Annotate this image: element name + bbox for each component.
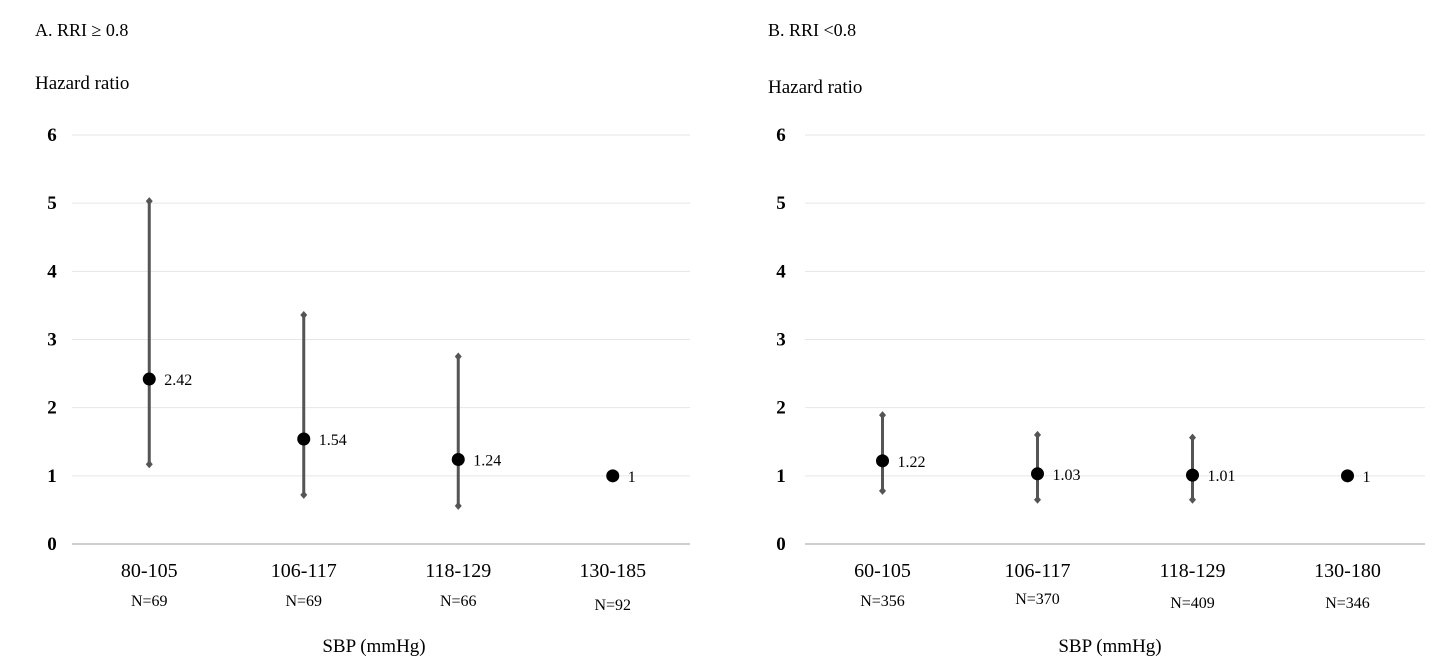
x-tick-label: 130-180	[1314, 560, 1381, 582]
data-point	[297, 432, 311, 446]
data-label: 1	[628, 469, 636, 486]
y-tick-label: 4	[776, 261, 786, 282]
y-axis-label: Hazard ratio	[768, 77, 863, 98]
x-axis-label: SBP (mmHg)	[1058, 636, 1162, 657]
y-tick-label: 3	[47, 330, 57, 351]
chart-plot-area: 012345660-105N=3561.22106-117N=3701.0311…	[776, 125, 1425, 612]
error-bar-cap	[1189, 433, 1196, 442]
data-point	[1031, 467, 1044, 481]
x-tick-label: 118-129	[425, 560, 491, 582]
data-point	[606, 469, 620, 483]
chart-panel-b: B. RRI <0.8 Hazard ratio 0 1 2 3 4 5 6 60-105 N=…	[730, 0, 1455, 668]
x-tick-label: 130-185	[579, 560, 646, 582]
data-label: 1.24	[473, 452, 501, 469]
error-bar-cap	[145, 460, 153, 469]
error-bar-cap	[454, 352, 462, 361]
sample-size-label: N=346	[1325, 595, 1370, 612]
y-tick-label: 2	[776, 398, 786, 419]
x-tick-label: 106-117	[271, 560, 337, 582]
data-point	[876, 454, 889, 468]
data-label: 1.01	[1208, 468, 1236, 485]
error-bar-cap	[879, 411, 886, 420]
error-bar-cap	[145, 197, 153, 206]
sample-size-label: N=370	[1015, 591, 1060, 608]
sample-size-label: N=69	[285, 593, 322, 610]
data-point	[142, 372, 156, 386]
data-label: 1.22	[898, 454, 926, 471]
data-label: 1.54	[319, 432, 347, 449]
data-label: 1.03	[1053, 467, 1081, 484]
y-tick-label: 0	[47, 534, 57, 555]
x-tick-label: 106-117	[1005, 560, 1071, 582]
y-tick-label: 6	[776, 125, 786, 146]
y-tick-label: 4	[47, 261, 57, 282]
sample-size-label: N=409	[1170, 595, 1215, 612]
error-bar-cap	[1189, 495, 1196, 504]
error-bar-cap	[879, 486, 886, 495]
data-point	[1341, 469, 1354, 483]
sample-size-label: N=92	[594, 597, 631, 614]
y-tick-label: 3	[776, 330, 786, 351]
error-bar-cap	[1034, 495, 1041, 504]
sample-size-label: N=69	[131, 593, 168, 610]
y-tick-label: 1	[47, 466, 57, 487]
data-label: 1	[1363, 469, 1371, 486]
y-axis-label: Hazard ratio	[35, 73, 130, 94]
sample-size-label: N=356	[860, 593, 905, 610]
sample-size-label: N=66	[440, 593, 477, 610]
data-point	[451, 452, 465, 466]
data-label: 2.42	[164, 372, 192, 389]
y-tick-label: 0	[776, 534, 786, 555]
data-point	[1186, 468, 1199, 482]
error-bar-cap	[1034, 430, 1041, 439]
y-tick-label: 1	[776, 466, 786, 487]
chart-panel-a: A. RRI ≥ 0.8 Hazard ratio 0 1 2 3 4 5 6 80-105 N…	[35, 20, 690, 657]
chart-title: A. RRI ≥ 0.8	[35, 20, 129, 40]
y-tick-label: 6	[47, 125, 57, 146]
x-axis-label: SBP (mmHg)	[322, 636, 426, 657]
y-tick-label: 5	[47, 193, 57, 214]
y-tick-label: 5	[776, 193, 786, 214]
chart-plot-area: 0 1 2 3 4 5 6 80-105 N=69 2.42 106-117 N=69 1.54 118-…	[47, 125, 690, 614]
error-bar-cap	[454, 501, 462, 510]
error-bar-cap	[300, 490, 308, 499]
error-bar-cap	[300, 310, 308, 319]
x-tick-label: 60-105	[854, 560, 911, 582]
x-tick-label: 118-129	[1160, 560, 1226, 582]
y-tick-label: 2	[47, 398, 57, 419]
x-tick-label: 80-105	[121, 560, 178, 582]
chart-title: B. RRI <0.8	[768, 20, 857, 40]
